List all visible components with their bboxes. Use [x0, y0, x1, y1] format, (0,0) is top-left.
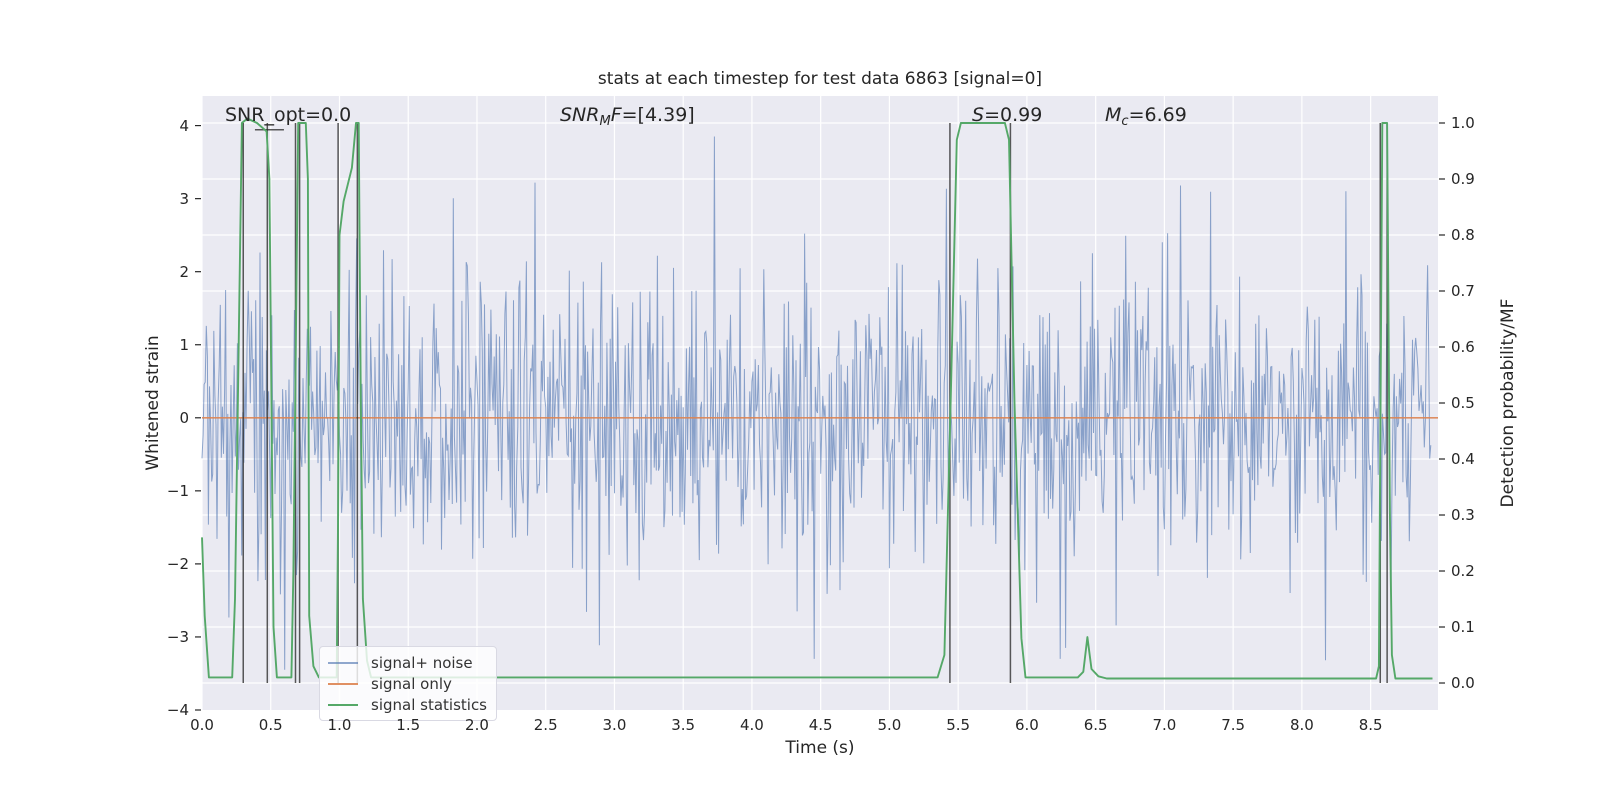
legend-item: signal statistics	[328, 694, 496, 715]
x-tick-label: 0.0	[190, 716, 214, 734]
x-tick-label: 4.5	[808, 716, 833, 734]
annotation-part: SNR	[560, 104, 600, 126]
annotation-part: M	[1105, 104, 1122, 126]
annotation-part: S	[972, 104, 985, 126]
legend-swatch-signal-statistics	[328, 703, 358, 706]
x-tick-label: 5.5	[946, 716, 971, 734]
x-tick-label: 3.0	[602, 716, 627, 734]
y-tick-label-left: 0	[179, 408, 189, 427]
y-tick-label-right: 0.9	[1451, 169, 1475, 188]
x-tick-label: 6.5	[1083, 716, 1108, 734]
legend-item-label: signal only	[371, 674, 452, 693]
series-signal-plus-noise	[201, 136, 1432, 670]
y-tick-label-right: 0.1	[1451, 618, 1475, 636]
y-tick-label-right: 1.0	[1451, 113, 1475, 132]
x-tick-label: 3.5	[671, 716, 696, 734]
annotation-snr-opt: SNR_opt=0.0	[225, 104, 351, 126]
y-tick-label-left: 2	[179, 262, 189, 281]
annotation-part: =[4.39]	[621, 104, 695, 126]
y-tick-label-right: 0.4	[1451, 450, 1475, 468]
annotation-part: =0.99	[984, 104, 1043, 126]
legend-item: signal+ noise	[328, 652, 496, 673]
y-tick-label-left: −4	[166, 701, 189, 719]
annotation-snr-mf: SNRMF=[4.39]	[560, 104, 695, 129]
annotation-part: F	[610, 104, 622, 126]
x-tick-label: 1.0	[327, 716, 352, 734]
y-tick-label-right: 0.6	[1451, 337, 1475, 356]
annotation-part: M	[599, 114, 611, 129]
y-tick-label-left: 3	[179, 189, 189, 208]
annotation-part: SNR_opt=0.0	[225, 104, 352, 126]
x-tick-label: 2.0	[465, 716, 489, 734]
y-tick-label-left: −1	[166, 481, 189, 500]
y-tick-label-left: 1	[179, 335, 189, 354]
annotation-part: =6.69	[1128, 104, 1187, 126]
x-tick-label: 8.0	[1289, 716, 1314, 734]
y-tick-label-left: 4	[179, 116, 189, 135]
legend-item: signal only	[328, 673, 496, 694]
y-tick-label-left: −3	[166, 627, 189, 646]
x-tick-label: 0.5	[258, 716, 283, 734]
x-axis-label: Time (s)	[785, 738, 855, 758]
series-signal-statistics	[201, 117, 1433, 680]
x-tick-label: 8.5	[1358, 716, 1383, 734]
x-tick-label: 2.5	[533, 716, 558, 734]
y-tick-label-right: 0.3	[1451, 506, 1475, 524]
y-tick-label-right: 0.5	[1451, 394, 1475, 412]
y-tick-label-right: 0.0	[1451, 674, 1475, 692]
legend-swatch-signal-only	[328, 682, 358, 685]
y-axis-label-left: Whitened strain	[143, 335, 163, 471]
legend-item-label: signal statistics	[371, 695, 488, 714]
y-tick-label-left: −2	[166, 554, 189, 573]
annotation-part: c	[1121, 114, 1129, 129]
chart-title: stats at each timestep for test data 686…	[597, 69, 1043, 89]
y-tick-label-right: 0.7	[1451, 281, 1475, 300]
x-tick-label: 7.0	[1152, 716, 1177, 734]
x-tick-label: 6.0	[1014, 716, 1039, 734]
legend-swatch-signal-noise	[328, 661, 358, 664]
legend-item-label: signal+ noise	[371, 653, 473, 672]
annotation-m-chirp: Mc=6.69	[1105, 104, 1187, 129]
y-tick-label-right: 0.2	[1451, 562, 1475, 580]
x-tick-label: 4.0	[740, 716, 764, 734]
legend: signal+ noise signal only signal statist…	[319, 646, 497, 721]
annotation-s-stat: S=0.99	[972, 104, 1042, 126]
x-tick-label: 7.5	[1221, 716, 1246, 734]
x-tick-label: 1.5	[396, 716, 421, 734]
x-tick-label: 5.0	[877, 716, 902, 734]
y-tick-label-right: 0.8	[1451, 225, 1475, 244]
